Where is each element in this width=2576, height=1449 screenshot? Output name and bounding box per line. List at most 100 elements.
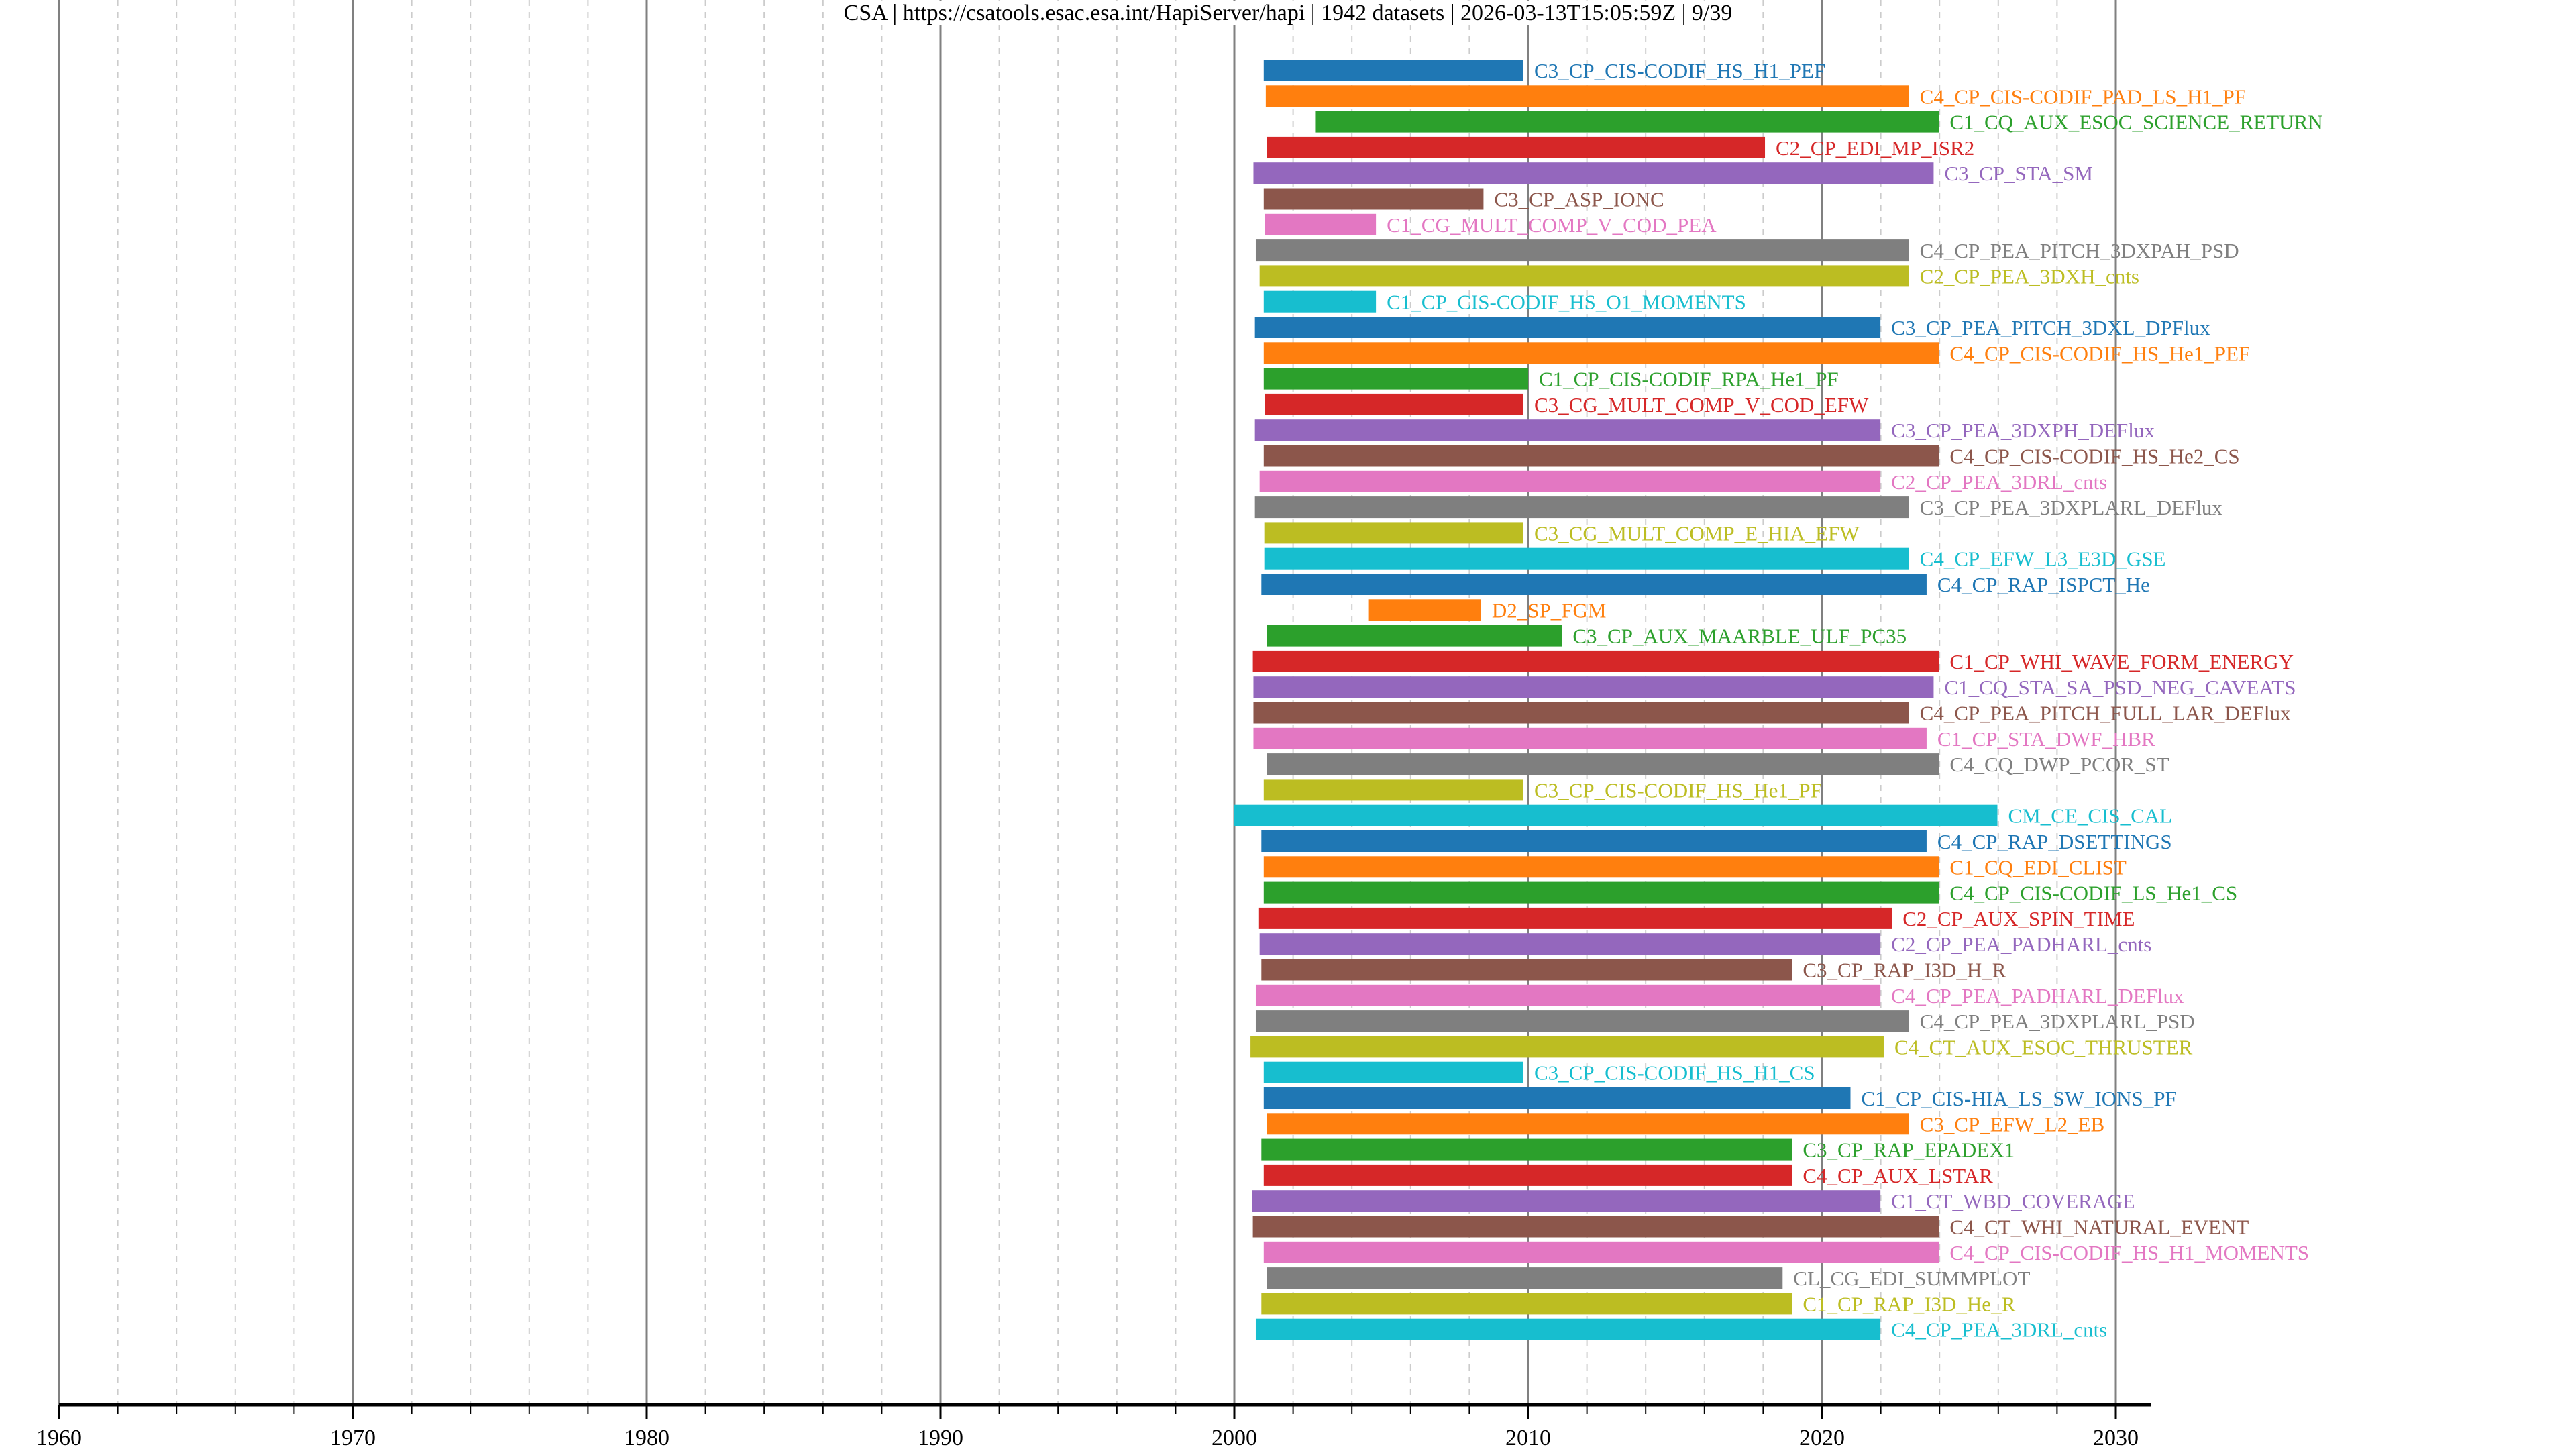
- dataset-bar: [1253, 702, 1909, 724]
- dataset-bar: [1264, 547, 1909, 570]
- dataset-bar: [1259, 470, 1881, 492]
- dataset-bar: [1265, 213, 1377, 235]
- dataset-label: C3_CP_PEA_PITCH_3DXL_DPFlux: [1891, 316, 2210, 339]
- chart-title-container: CSA | https://csatools.esac.esa.int/Hapi…: [0, 0, 2576, 27]
- dataset-label: C4_CQ_DWP_PCOR_ST: [1949, 753, 2169, 776]
- dataset-bar: [1252, 1190, 1881, 1212]
- dataset-bar: [1368, 599, 1481, 621]
- dataset-bar: [1263, 368, 1528, 390]
- dataset-label: C1_CP_CIS-CODIF_RPA_He1_PF: [1539, 368, 1839, 391]
- dataset-label: C1_CQ_EDI_CLIST: [1949, 855, 2127, 879]
- dataset-label: C2_CP_PEA_3DRL_cnts: [1891, 470, 2107, 494]
- dataset-bar: [1267, 1267, 1783, 1289]
- dataset-label: C4_CP_PEA_PITCH_FULL_LAR_DEFlux: [1920, 702, 2291, 725]
- x-tick-label: 2000: [1212, 1426, 1257, 1449]
- dataset-label: C1_CQ_AUX_ESOC_SCIENCE_RETURN: [1949, 111, 2322, 134]
- dataset-label: C3_CP_STA_SM: [1944, 162, 2092, 185]
- dataset-bar: [1263, 445, 1939, 467]
- dataset-bar: [1253, 727, 1927, 749]
- dataset-bar: [1265, 393, 1523, 415]
- dataset-bar: [1263, 1061, 1523, 1083]
- dataset-label: C3_CP_PEA_3DXPLARL_DEFlux: [1920, 496, 2223, 519]
- dataset-bar: [1261, 1138, 1792, 1161]
- dataset-label: C4_CP_PEA_3DXPLARL_PSD: [1920, 1010, 2195, 1033]
- dataset-label: C3_CP_CIS-CODIF_HS_H1_CS: [1534, 1061, 1815, 1085]
- dataset-label: C4_CP_CIS-CODIF_HS_H1_MOMENTS: [1949, 1241, 2309, 1265]
- dataset-bar: [1252, 1216, 1939, 1238]
- x-tick-label: 2010: [1505, 1426, 1551, 1449]
- dataset-label: C4_CP_PEA_3DRL_cnts: [1891, 1318, 2107, 1342]
- dataset-label: C4_CP_PEA_PITCH_3DXPAH_PSD: [1920, 239, 2239, 262]
- dataset-label: C3_CP_RAP_I3D_H_R: [1803, 959, 2006, 982]
- dataset-label: C4_CP_RAP_ISPCT_He: [1937, 573, 2150, 596]
- dataset-bar: [1263, 1241, 1939, 1263]
- dataset-label: D2_SP_FGM: [1492, 598, 1607, 622]
- dataset-bar: [1263, 188, 1484, 210]
- dataset-label: C3_CP_CIS-CODIF_HS_He1_PF: [1534, 778, 1822, 802]
- x-tick-label: 1990: [918, 1426, 963, 1449]
- dataset-bar: [1255, 239, 1909, 262]
- dataset-bar: [1253, 676, 1934, 698]
- dataset-bar: [1259, 933, 1881, 955]
- dataset-label: C1_CP_RAP_I3D_He_R: [1803, 1292, 2015, 1316]
- x-tick-label: 1980: [624, 1426, 669, 1449]
- dataset-bar: [1254, 419, 1881, 441]
- dataset-label: C4_CT_AUX_ESOC_THRUSTER: [1894, 1035, 2193, 1059]
- dataset-bar: [1254, 496, 1909, 519]
- dataset-bar: [1267, 625, 1562, 647]
- dataset-bar: [1315, 111, 1939, 133]
- dataset-bar: [1265, 85, 1909, 107]
- dataset-label: C3_CG_MULT_COMP_E_HIA_EFW: [1534, 521, 1860, 545]
- dataset-label: C2_CP_AUX_SPIN_TIME: [1902, 907, 2135, 930]
- dataset-label: C4_CP_CIS-CODIF_HS_He1_PEF: [1949, 341, 2250, 365]
- dataset-label: C2_CP_PEA_3DXH_cnts: [1920, 264, 2139, 288]
- dataset-bar: [1253, 162, 1934, 184]
- dataset-label: C4_CP_CIS-CODIF_HS_He2_CS: [1949, 445, 2239, 468]
- dataset-label: C3_CP_EFW_L2_EB: [1920, 1112, 2105, 1136]
- dataset-label: C3_CP_RAP_EPADEX1: [1803, 1138, 2015, 1162]
- dataset-label: C3_CP_ASP_IONC: [1494, 188, 1664, 211]
- dataset-bar: [1252, 650, 1939, 672]
- dataset-label: C1_CP_STA_DWF_HBR: [1937, 727, 2155, 751]
- dataset-label: C2_CP_PEA_PADHARL_cnts: [1891, 932, 2151, 956]
- dataset-label: C4_CP_RAP_DSETTINGS: [1937, 830, 2172, 853]
- dataset-label: C1_CQ_STA_SA_PSD_NEG_CAVEATS: [1944, 676, 2296, 699]
- dataset-bar: [1267, 753, 1939, 775]
- dataset-label: C1_CP_WHI_WAVE_FORM_ENERGY: [1949, 650, 2294, 674]
- dataset-bar: [1261, 1293, 1792, 1315]
- dataset-label: C3_CP_CIS-CODIF_HS_H1_PEF: [1534, 59, 1825, 83]
- dataset-bar: [1263, 856, 1939, 878]
- dataset-label: CL_CG_EDI_SUMMPLOT: [1793, 1267, 2030, 1290]
- dataset-bar: [1258, 907, 1892, 929]
- dataset-bar: [1263, 1087, 1851, 1109]
- dataset-label: C4_CP_PEA_PADHARL_DEFlux: [1891, 984, 2184, 1008]
- dataset-label: C4_CP_EFW_L3_E3D_GSE: [1920, 547, 2166, 571]
- dataset-bar: [1259, 265, 1909, 287]
- chart-title: CSA | https://csatools.esac.esa.int/Hapi…: [841, 1, 1735, 25]
- dataset-label: C4_CP_CIS-CODIF_LS_He1_CS: [1949, 881, 2237, 905]
- x-tick-label: 1960: [36, 1426, 82, 1449]
- dataset-bar: [1263, 342, 1939, 364]
- dataset-label: CM_CE_CIS_CAL: [2008, 804, 2172, 828]
- dataset-label: C4_CP_AUX_LSTAR: [1803, 1164, 1993, 1187]
- dataset-label: C2_CP_EDI_MP_ISR2: [1776, 136, 1974, 160]
- x-tick-label: 1970: [330, 1426, 376, 1449]
- dataset-bar: [1264, 522, 1523, 544]
- dataset-bar: [1234, 804, 1998, 826]
- dataset-bar: [1250, 1036, 1884, 1058]
- dataset-label: C3_CG_MULT_COMP_V_COD_EFW: [1534, 393, 1869, 417]
- dataset-label: C4_CT_WHI_NATURAL_EVENT: [1949, 1216, 2249, 1239]
- dataset-bar: [1261, 574, 1927, 595]
- dataset-bar: [1255, 984, 1881, 1006]
- dataset-bar: [1263, 779, 1523, 801]
- dataset-label: C1_CP_CIS-CODIF_HS_O1_MOMENTS: [1387, 290, 1746, 314]
- dataset-bar: [1267, 1113, 1909, 1135]
- dataset-label: C4_CP_CIS-CODIF_PAD_LS_H1_PF: [1920, 85, 2246, 108]
- dataset-bar: [1263, 1164, 1792, 1186]
- dataset-label: C3_CP_PEA_3DXPH_DEFlux: [1891, 419, 2155, 442]
- dataset-bar: [1263, 881, 1939, 904]
- dataset-label: C3_CP_AUX_MAARBLE_ULF_PC35: [1572, 625, 1907, 648]
- dataset-bar: [1255, 1318, 1881, 1340]
- dataset-bar: [1261, 830, 1927, 852]
